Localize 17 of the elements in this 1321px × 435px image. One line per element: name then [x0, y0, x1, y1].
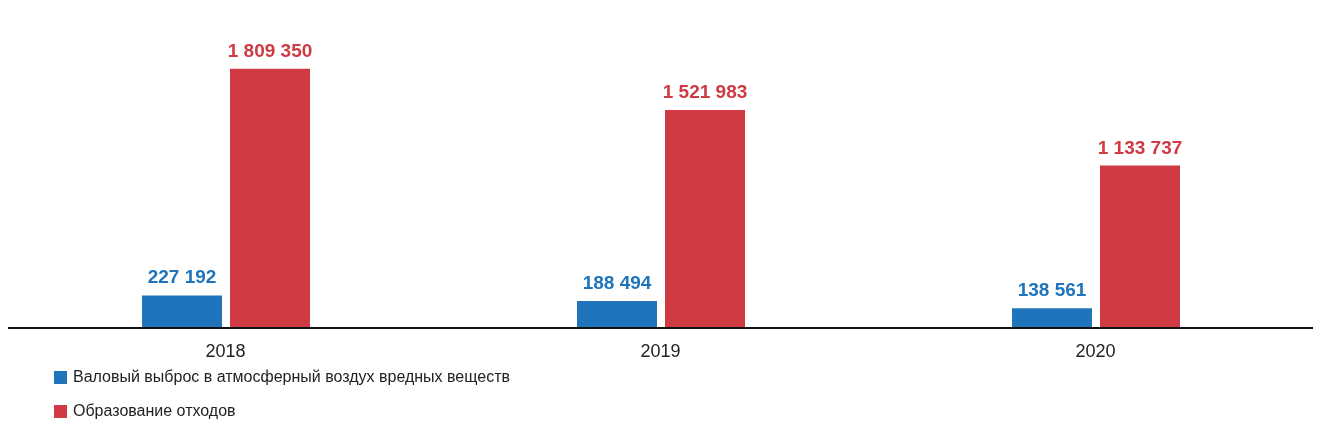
legend-label: Валовый выброс в атмосферный воздух вредных веществ [73, 368, 510, 386]
data-label: 188 494 [582, 271, 652, 293]
x-tick-label: 2018 [205, 340, 246, 361]
data-label: 1 521 983 [662, 80, 748, 102]
data-label: 1 809 350 [227, 39, 313, 61]
bar [1012, 308, 1092, 328]
data-label: 138 561 [1017, 279, 1087, 301]
bar [1100, 165, 1180, 328]
data-label: 227 192 [147, 266, 217, 288]
bar [142, 295, 222, 328]
x-tick-label: 2020 [1075, 340, 1116, 361]
data-label: 1 133 737 [1097, 136, 1183, 158]
bar [577, 300, 657, 328]
bar [665, 109, 745, 328]
bar [230, 68, 310, 328]
x-tick-label: 2019 [640, 340, 681, 361]
legend-label: Образование отходов [73, 402, 236, 420]
